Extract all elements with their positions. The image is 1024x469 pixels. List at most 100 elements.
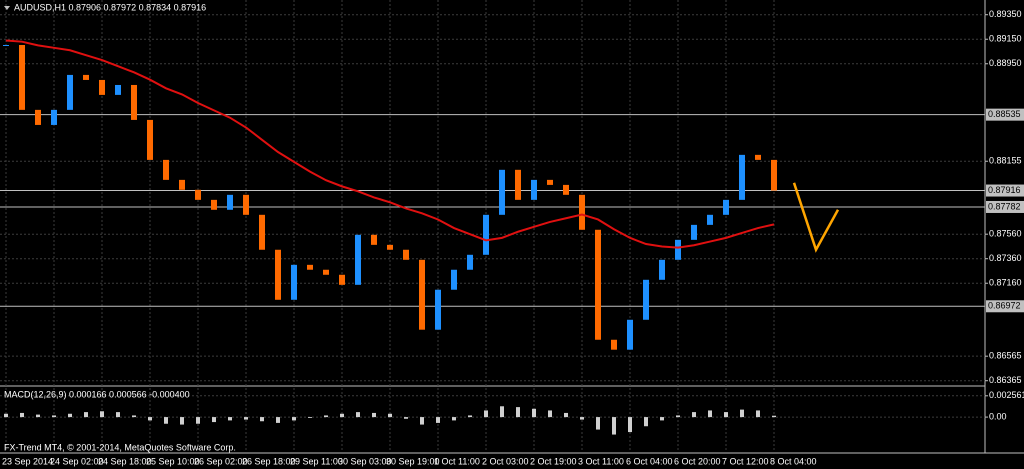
y-tick-label: 0.87160 [989,278,1022,288]
indicator-title: MACD(12,26,9) 0.000166 0.000566 -0.00040… [4,389,190,399]
candle [723,199,729,215]
macd-bar [468,415,472,418]
level-label: 0.87916 [988,185,1021,195]
macd-bar [484,410,488,418]
x-tick-label: 25 Sep 10:00 [146,456,200,466]
x-tick-label: 2 Oct 19:00 [530,456,577,466]
y-tick-label: 0.89350 [989,9,1022,19]
macd-bar [68,413,72,418]
level-label: 0.88535 [988,109,1021,119]
macd-bar [724,412,728,418]
menu-icon[interactable] [4,6,10,10]
candle [675,239,681,260]
candle [755,154,761,160]
x-tick-label: 23 Sep 2014 [2,456,53,466]
candle [147,119,153,160]
macd-bar [772,415,776,418]
x-tick-label: 29 Sep 11:00 [290,456,343,466]
macd-bar [308,417,312,418]
candle [451,269,457,290]
candle [67,74,73,110]
candle [131,84,137,120]
candle [435,289,441,330]
candle [291,264,297,300]
level-label-box [986,200,1024,213]
candle [163,159,169,180]
candle [99,79,105,95]
macd-bar [452,417,456,421]
macd-bar [292,417,296,421]
macd-bar [532,408,536,418]
level-label-box [986,300,1024,313]
candle [227,194,233,210]
x-tick-label: 26 Sep 02:00 [194,456,248,466]
candle [691,224,697,240]
macd-bar [212,417,216,423]
macd-bar [436,417,440,423]
candle [371,234,377,245]
macd-bar [404,417,408,419]
symbol-header: AUDUSD,H1 0.87906 0.87972 0.87834 0.8791… [14,2,206,12]
y-tick-label: 0.87360 [989,253,1022,263]
macd-bar [148,417,152,421]
candle [627,319,633,350]
candle [19,44,25,110]
macd-bar [676,415,680,418]
macd-bar [372,412,376,418]
level-label: 0.86972 [988,301,1021,311]
candle [563,184,569,195]
macd-bar [708,410,712,418]
y-tick-label: 0.87560 [989,229,1022,239]
y-tick-label: 0.00 [989,411,1007,421]
candle [323,269,329,275]
macd-bar [244,417,248,420]
x-tick-label: 1 Oct 11:00 [434,456,480,466]
candle [515,169,521,200]
macd-bar [260,417,264,422]
candle [707,214,713,225]
x-tick-label: 24 Sep 18:00 [98,456,152,466]
macd-bar [164,417,168,424]
candle [3,44,9,46]
candle [499,169,505,215]
macd-bar [596,417,600,430]
candle [179,179,185,190]
candle [355,234,361,285]
macd-bar [4,413,8,418]
candle [35,109,41,125]
candle [483,214,489,255]
macd-bar [228,417,232,421]
candle [115,84,121,95]
x-tick-label: 24 Sep 02:00 [50,456,104,466]
candle [579,194,585,230]
macd-bar [36,414,40,418]
candle [83,74,89,80]
candle [547,179,553,185]
candle [211,199,217,210]
forecast-line [792,182,840,253]
macd-bar [340,413,344,418]
macd-bar [580,417,584,420]
candle [307,264,313,270]
x-tick-label: 30 Sep 03:00 [338,456,392,466]
macd-bar [84,412,88,418]
candle [387,244,393,250]
level-label: 0.87782 [988,201,1021,211]
candle [419,259,425,330]
x-tick-label: 2 Oct 03:00 [482,456,529,466]
candle [531,179,537,200]
macd-bar [116,412,120,418]
moving-average [5,39,775,249]
candle [611,339,617,350]
macd-bar [180,417,184,425]
macd-bar [324,415,328,418]
macd-bar [388,413,392,418]
candle [467,254,473,270]
candle [243,194,249,215]
x-tick-label: 7 Oct 12:00 [722,456,769,466]
macd-bar [132,415,136,418]
macd-bar [100,411,104,418]
macd-bar [564,412,568,418]
candle [643,279,649,320]
candle [195,189,201,200]
